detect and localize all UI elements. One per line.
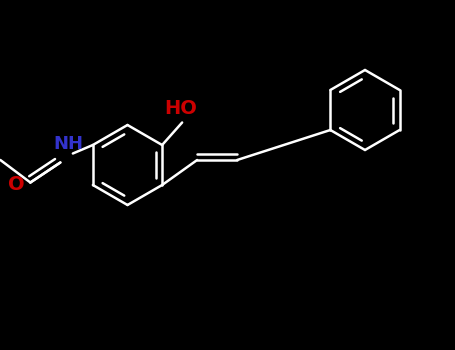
Text: HO: HO: [165, 99, 197, 118]
Text: NH: NH: [54, 135, 84, 153]
Text: O: O: [8, 175, 25, 195]
